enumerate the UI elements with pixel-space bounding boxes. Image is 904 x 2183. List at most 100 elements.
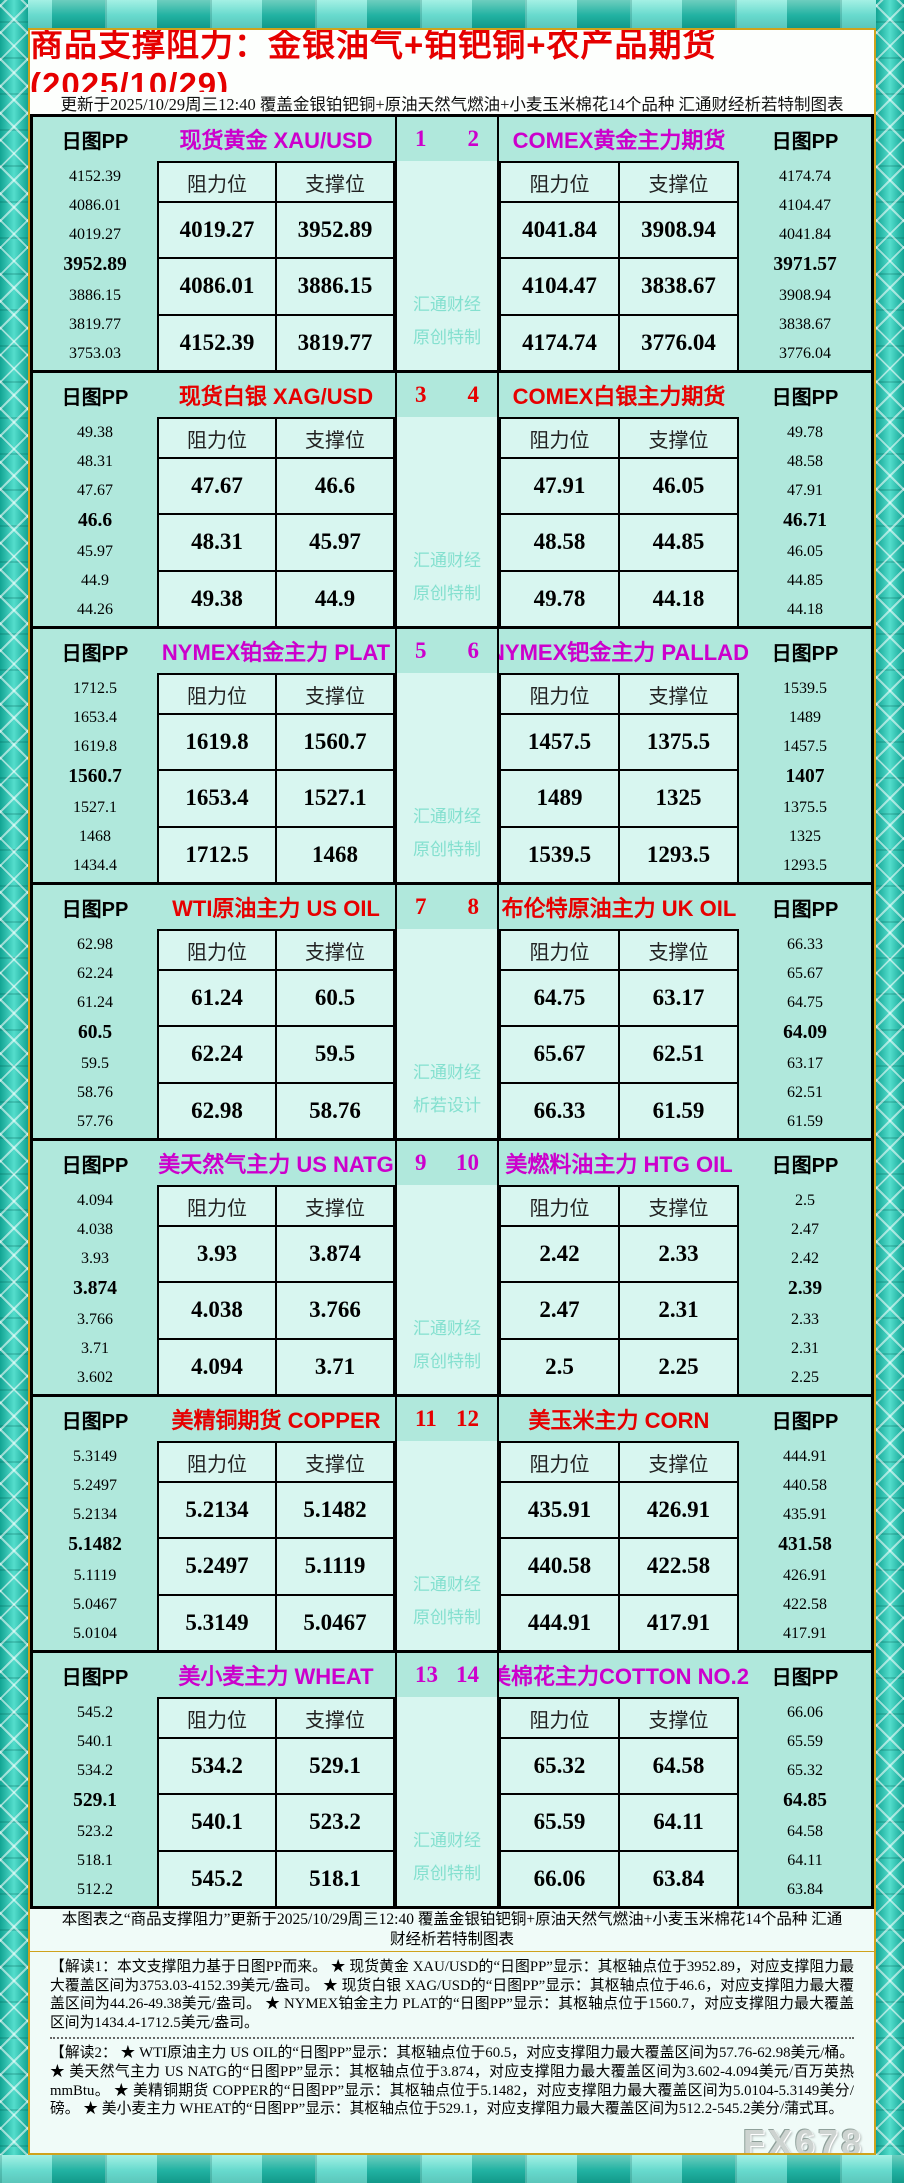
page-title: 商品支撑阻力：金银油气+铂钯铜+农产品期货(2025/10/29): [30, 30, 874, 103]
support-value: 2.31: [620, 1283, 737, 1338]
pp-level: 2.42: [791, 1249, 819, 1267]
interpretation-section: 【解读1：本文支撑阻力基于日图PP而来。 ★ 现货黄金 XAU/USD的“日图P…: [30, 1951, 874, 2153]
pp-level: 3908.94: [779, 287, 831, 305]
watermark-line: 汇通财经: [413, 1062, 481, 1082]
support-value: 3819.77: [277, 315, 393, 370]
pp-pivot-level: 1560.7: [68, 766, 122, 788]
pair-center-column: 13 14 汇通财经 原创特制: [395, 1653, 499, 1906]
support-value: 1527.1: [277, 771, 393, 826]
support-value: 2.25: [620, 1339, 737, 1394]
pp-level: 1468: [79, 827, 111, 845]
support-value: 46.6: [277, 459, 393, 514]
pair-center-column: 3 4 汇通财经 原创特制: [395, 373, 499, 626]
resistance-header: 阻力位: [501, 675, 618, 713]
resistance-value: 47.67: [159, 459, 275, 514]
resistance-value: 62.24: [159, 1027, 275, 1082]
resistance-value: 64.75: [501, 971, 618, 1026]
support-value: 64.58: [620, 1739, 737, 1794]
watermark: 汇通财经 原创特制: [397, 1441, 497, 1650]
pair-number: 10: [456, 1150, 479, 1175]
pp-pivot-level: 46.71: [783, 510, 827, 532]
pp-pivot-level: 3.874: [73, 1278, 117, 1300]
resistance-value: 444.91: [501, 1595, 618, 1650]
pp-level: 2.5: [795, 1192, 815, 1210]
pp-levels-right: 66.33 65.67 64.75 64.09 63.17 62.51 61.5…: [739, 929, 871, 1138]
support-header: 支撑位: [620, 1699, 737, 1737]
commodity-pair-block: 日图PP 现货黄金 XAU/USD COMEX黄金主力期货 日图PP 1 2 汇…: [33, 117, 871, 373]
levels-table-right: 阻力位 支撑位 47.91 46.05 48.58 44.85 49.78 44…: [499, 417, 739, 626]
pp-level: 57.76: [77, 1112, 113, 1130]
pp-level: 64.75: [787, 993, 823, 1011]
support-header: 支撑位: [277, 163, 393, 201]
pp-level: 1539.5: [783, 680, 827, 698]
watermark: 汇通财经 原创特制: [397, 417, 497, 626]
decorative-left-border: [0, 0, 28, 2183]
resistance-value: 48.58: [501, 515, 618, 570]
support-value: 3.766: [277, 1283, 393, 1338]
support-value: 44.18: [620, 571, 737, 626]
support-value: 63.84: [620, 1851, 737, 1906]
support-value: 3.71: [277, 1339, 393, 1394]
resistance-value: 3.93: [159, 1227, 275, 1282]
levels-table-left: 阻力位 支撑位 4019.27 3952.89 4086.01 3886.15 …: [157, 161, 395, 370]
support-value: 1468: [277, 827, 393, 882]
pp-level: 4.094: [77, 1192, 113, 1210]
pp-pivot-level: 64.85: [783, 1790, 827, 1812]
resistance-header: 阻力位: [159, 675, 275, 713]
pair-numbers: 7 8: [397, 885, 497, 929]
resistance-value: 2.5: [501, 1339, 618, 1394]
pair-number: 5: [415, 638, 427, 663]
levels-table-left: 阻力位 支撑位 47.67 46.6 48.31 45.97 49.38 44.…: [157, 417, 395, 626]
pp-level: 48.58: [787, 453, 823, 471]
resistance-value: 4086.01: [159, 259, 275, 314]
decorative-right-border: [876, 0, 904, 2183]
resistance-value: 2.42: [501, 1227, 618, 1282]
pp-level: 440.58: [783, 1477, 827, 1495]
pp-levels-right: 66.06 65.59 65.32 64.85 64.58 64.11 63.8…: [739, 1697, 871, 1906]
support-value: 1375.5: [620, 715, 737, 770]
instrument-title-right: 美玉米主力 CORN: [528, 1408, 710, 1433]
pp-level: 3819.77: [69, 315, 121, 333]
footer-note: 本图表之“商品支撑阻力”更新于2025/10/29周三12:40 覆盖金银铂钯铜…: [30, 1909, 874, 1951]
resistance-value: 1653.4: [159, 771, 275, 826]
resistance-value: 4.038: [159, 1283, 275, 1338]
pp-level: 523.2: [77, 1823, 113, 1841]
support-header: 支撑位: [277, 1443, 393, 1481]
support-header: 支撑位: [620, 1187, 737, 1225]
pair-number: 3: [415, 382, 427, 407]
pp-level: 62.24: [77, 965, 113, 983]
resistance-value: 440.58: [501, 1539, 618, 1594]
resistance-header: 阻力位: [501, 931, 618, 969]
levels-table-left: 阻力位 支撑位 534.2 529.1 540.1 523.2 545.2 51…: [157, 1697, 395, 1906]
support-value: 5.1119: [277, 1539, 393, 1594]
watermark-line: 汇通财经: [413, 1830, 481, 1850]
pp-level: 518.1: [77, 1851, 113, 1869]
resistance-header: 阻力位: [159, 163, 275, 201]
resistance-value: 49.78: [501, 571, 618, 626]
update-subtitle: 更新于2025/10/29周三12:40 覆盖金银铂钯铜+原油天然气燃油+小麦玉…: [30, 92, 874, 114]
pp-level: 65.59: [787, 1733, 823, 1751]
instrument-title-left: NYMEX铂金主力 PLAT: [161, 640, 391, 665]
pair-numbers: 9 10: [397, 1141, 497, 1185]
support-value: 60.5: [277, 971, 393, 1026]
pp-level: 3.602: [77, 1368, 113, 1386]
support-value: 426.91: [620, 1483, 737, 1538]
pp-level: 64.58: [787, 1823, 823, 1841]
pp-level: 1325: [789, 827, 821, 845]
pp-level: 5.3149: [73, 1448, 117, 1466]
watermark: 汇通财经 原创特制: [397, 1185, 497, 1394]
pp-level: 61.59: [787, 1112, 823, 1130]
pp-level: 47.67: [77, 481, 113, 499]
levels-table-right: 阻力位 支撑位 1457.5 1375.5 1489 1325 1539.5 1…: [499, 673, 739, 882]
main-panel: 商品支撑阻力：金银油气+铂钯铜+农产品期货(2025/10/29) 更新于202…: [28, 28, 876, 2155]
resistance-value: 534.2: [159, 1739, 275, 1794]
pp-level: 3.71: [81, 1339, 109, 1357]
resistance-value: 4104.47: [501, 259, 618, 314]
pp-level: 1375.5: [783, 799, 827, 817]
support-value: 417.91: [620, 1595, 737, 1650]
resistance-value: 2.47: [501, 1283, 618, 1338]
levels-table-left: 阻力位 支撑位 1619.8 1560.7 1653.4 1527.1 1712…: [157, 673, 395, 882]
pp-pivot-level: 60.5: [77, 1022, 113, 1044]
instrument-title-right: 美棉花主力COTTON NO.2: [489, 1664, 749, 1689]
levels-table-left: 阻力位 支撑位 3.93 3.874 4.038 3.766 4.094 3.7…: [157, 1185, 395, 1394]
